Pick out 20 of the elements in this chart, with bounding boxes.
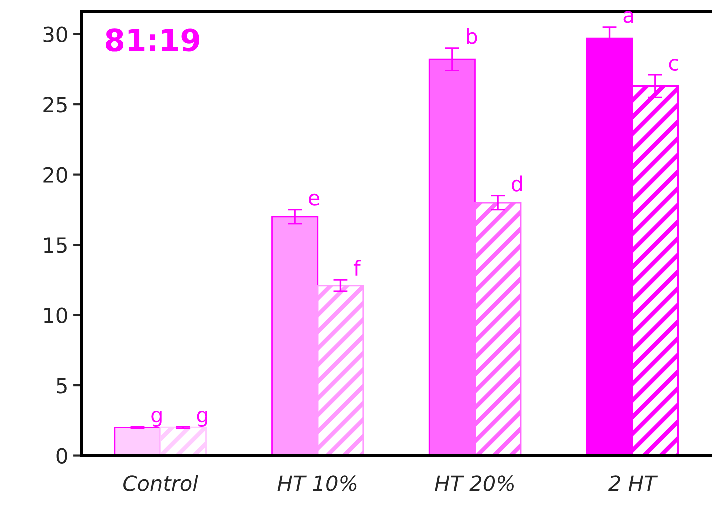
x-tick-label: 2 HT (608, 476, 658, 492)
y-tick-label: 20 (44, 167, 68, 184)
data-label: g (197, 410, 208, 427)
x-tick-label: HT 20% (435, 476, 514, 492)
y-tick-label: 25 (44, 97, 67, 113)
y-tick-label: 5 (57, 378, 67, 394)
annotation: 81:19 (106, 28, 200, 52)
data-label: b (467, 28, 478, 44)
data-label: e (309, 194, 320, 206)
data-label: g (152, 410, 162, 427)
data-label: c (669, 59, 678, 72)
data-label: f (354, 260, 362, 276)
x-tick-label: HT 10% (278, 476, 357, 492)
y-tick-label: 0 (56, 448, 68, 464)
y-tick-label: 15 (44, 238, 67, 254)
y-tick-label: 10 (44, 308, 68, 324)
x-tick-label: Control (124, 475, 198, 492)
data-label: d (512, 176, 522, 192)
y-tick-label: 30 (44, 26, 68, 43)
data-label: a (624, 11, 634, 24)
